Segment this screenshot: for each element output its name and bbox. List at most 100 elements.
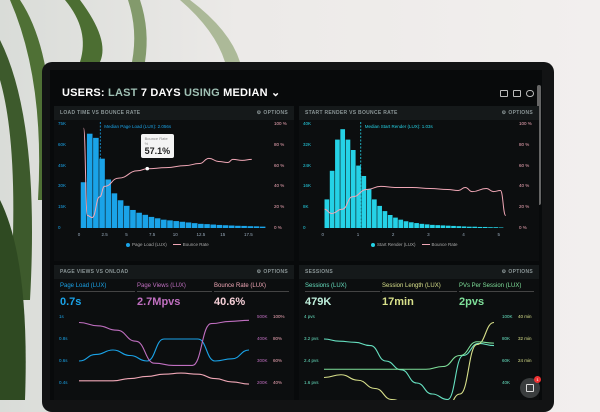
panel-header: SESSIONS ⚙ OPTIONS xyxy=(299,265,539,279)
histogram-bar xyxy=(335,139,340,228)
metric-1: Session Length (LUX) 17min xyxy=(382,283,457,308)
y-tick-left: 3.2 pvs xyxy=(304,336,319,341)
x-tick: 0 xyxy=(77,232,81,237)
histogram-bar xyxy=(86,133,93,228)
metric-1: Page Views (LUX) 2.7Mpvs xyxy=(137,283,212,308)
x-tick: 5 xyxy=(497,232,500,237)
histogram-bar xyxy=(398,219,404,228)
y-tick-left: 0.8s xyxy=(59,336,68,341)
chart-plot xyxy=(80,122,266,228)
options-button[interactable]: ⚙ OPTIONS xyxy=(257,269,288,275)
y-tick-right: 20 % xyxy=(519,204,530,210)
x-tick: 12.5 xyxy=(196,232,206,237)
y-tick-left: 1.6 pvs xyxy=(304,380,319,385)
y-tick-left: 15K xyxy=(58,204,67,210)
y-tick-right: 32 min xyxy=(518,336,532,341)
metric-2: Bounce Rate (LUX) 40.6% xyxy=(214,283,289,308)
y-tick-left: 1s xyxy=(59,314,64,319)
options-button[interactable]: ⚙ OPTIONS xyxy=(502,110,533,116)
histogram-bar xyxy=(482,226,488,228)
metric-label: Sessions (LUX) xyxy=(305,283,380,292)
histogram-bar xyxy=(419,223,425,228)
series-line xyxy=(323,338,495,400)
metric-value: 40.6% xyxy=(214,296,246,308)
y-tick-left: 32K xyxy=(303,141,312,147)
x-tick: 3 xyxy=(427,232,430,237)
x-tick: 5 xyxy=(125,232,128,237)
y-tick-left: 0.4s xyxy=(59,380,68,385)
chat-button[interactable]: 1 xyxy=(520,376,541,398)
histogram-bar xyxy=(477,226,483,228)
histogram-bar xyxy=(498,227,504,228)
y-tick-left: 60K xyxy=(58,141,67,147)
metric-value: 2.7Mpvs xyxy=(137,296,181,308)
y-tick-left: 0 xyxy=(303,225,306,230)
metric-value: 17min xyxy=(382,296,414,308)
histogram-bar xyxy=(451,225,456,228)
histogram-bar xyxy=(185,222,192,228)
legend-swatch xyxy=(126,242,130,247)
histogram-bar xyxy=(324,199,330,228)
histogram-bar xyxy=(198,223,204,228)
options-button[interactable]: ⚙ OPTIONS xyxy=(257,110,288,116)
histogram-bar xyxy=(372,199,377,228)
metric-0: Sessions (LUX) 479K xyxy=(305,283,380,308)
x-tick: 17.5 xyxy=(244,232,253,237)
median-annotation: Median Start Render (LUX): 1.03s xyxy=(364,124,433,129)
histogram-bar xyxy=(167,220,173,228)
y-tick-right: 80% xyxy=(273,336,283,341)
image-icon[interactable] xyxy=(513,90,521,97)
metric-0: Page Load (LUX) 0.7s xyxy=(60,283,135,308)
y-tick-right: 60K xyxy=(502,358,511,363)
x-tick: 2 xyxy=(391,232,395,237)
y-tick-right: 24 min xyxy=(518,358,532,363)
y-tick-right: 40% xyxy=(273,380,283,385)
monitor-icon[interactable] xyxy=(500,90,508,97)
y-tick-right: 500K xyxy=(257,314,268,319)
options-label: OPTIONS xyxy=(508,269,533,275)
histogram-bar xyxy=(414,223,419,228)
chat-icon xyxy=(526,384,534,392)
gear-icon: ⚙ xyxy=(501,269,507,275)
histogram-bar xyxy=(408,222,414,228)
metric-value: 2pvs xyxy=(459,296,485,308)
panel-render: START RENDER VS BOUNCE RATE ⚙ OPTIONS 40K 32… xyxy=(299,106,539,261)
metric-label: Bounce Rate (LUX) xyxy=(214,283,289,292)
bounce-rate-line xyxy=(83,127,252,219)
page-title[interactable]: USERS: LAST 7 DAYS USING MEDIAN ⌄ xyxy=(62,87,281,99)
metric-2: PVs Per Session (LUX) 2pvs xyxy=(459,283,534,308)
y-tick-left: 2.4 pvs xyxy=(304,358,319,363)
y-tick-right: 100 % xyxy=(274,121,287,126)
legend-item: Page Load (LUX) xyxy=(132,242,167,247)
scrollbar[interactable] xyxy=(537,85,541,205)
histogram-bar xyxy=(111,193,118,228)
panel-title: START RENDER VS BOUNCE RATE xyxy=(305,110,398,116)
histogram-bar xyxy=(191,223,198,228)
y-tick-right: 0 % xyxy=(274,225,282,230)
tooltip-label: Bounce Rate xyxy=(144,136,168,141)
histogram-bar xyxy=(430,224,435,228)
y-tick-left: 30K xyxy=(58,183,67,189)
histogram-bar xyxy=(350,150,356,228)
chart-plot xyxy=(323,321,495,400)
y-tick-right: 300K xyxy=(257,358,268,363)
x-tick: 1 xyxy=(356,232,360,237)
histogram-bar xyxy=(361,176,367,228)
panel-title: PAGE VIEWS VS ONLOAD xyxy=(60,269,129,275)
y-tick-right: 0 % xyxy=(519,225,527,230)
legend-item: Bounce Rate xyxy=(182,242,209,247)
help-icon[interactable] xyxy=(526,90,534,97)
y-tick-right: 100 % xyxy=(519,121,532,126)
metric-label: PVs Per Session (LUX) xyxy=(459,283,534,292)
histogram-bar xyxy=(142,214,149,228)
tooltip-value: 57.1% xyxy=(144,146,171,156)
y-tick-left: 8K xyxy=(303,204,309,210)
x-tick: 2.5 xyxy=(101,232,108,237)
histogram-bar xyxy=(493,227,499,228)
legend-swatch xyxy=(371,242,375,247)
histogram-bar xyxy=(467,226,472,228)
histogram-bar xyxy=(435,225,441,228)
options-label: OPTIONS xyxy=(263,110,288,116)
x-tick: 4 xyxy=(462,232,465,237)
options-button[interactable]: ⚙ OPTIONS xyxy=(502,269,533,275)
